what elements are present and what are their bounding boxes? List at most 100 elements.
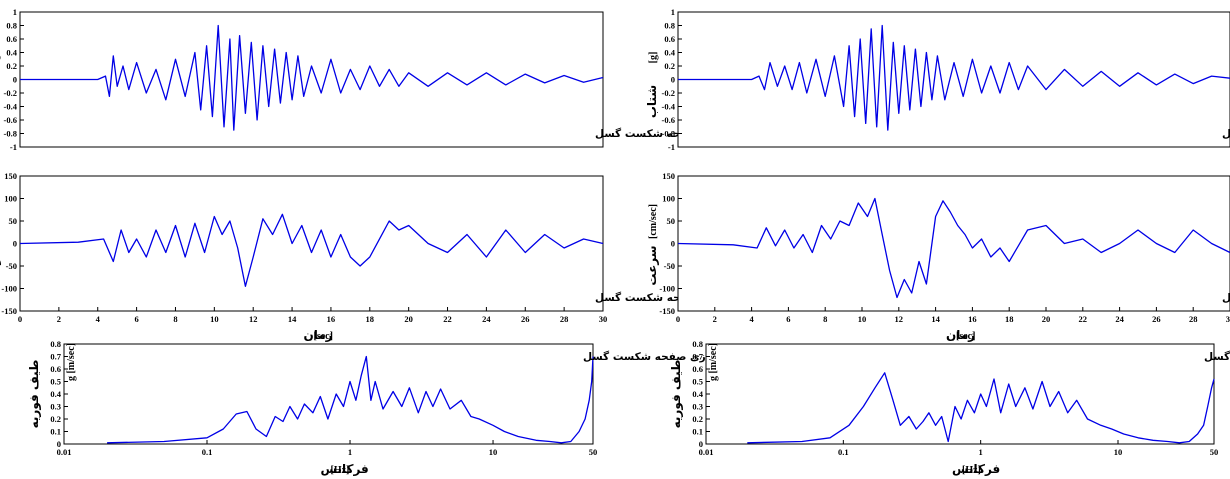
plot-frame bbox=[63, 343, 594, 445]
x-axis-unit: [Hz] bbox=[962, 465, 981, 476]
chart-fourier-left: 0.80.70.60.50.40.30.20.100.01 0.1 1 10 50مؤل… bbox=[27, 339, 757, 476]
y-tick-label: 0 bbox=[671, 75, 675, 85]
x-tick-label: 2 bbox=[57, 314, 61, 324]
y-tick-label: -1 bbox=[668, 142, 675, 152]
x-tick-label: 26 bbox=[1152, 314, 1161, 324]
x-tick-label: 12 bbox=[249, 314, 258, 324]
y-tick-label: -150 bbox=[1, 306, 17, 316]
x-tick-label: 24 bbox=[1115, 314, 1124, 324]
y-tick-label: 0.2 bbox=[692, 414, 703, 424]
y-tick-label: 0.5 bbox=[692, 377, 703, 387]
plot-frame bbox=[705, 343, 1215, 445]
x-tick-label: 4 bbox=[96, 314, 101, 324]
x-tick-label: 28 bbox=[560, 314, 569, 324]
plot-frame bbox=[19, 175, 604, 312]
y-axis-unit: [cm/sec] bbox=[0, 204, 1, 239]
x-tick-label: 0.01 bbox=[699, 447, 714, 457]
y-tick-label: 0.8 bbox=[50, 339, 61, 349]
y-tick-label: 100 bbox=[4, 194, 17, 204]
y-tick-label: -100 bbox=[1, 284, 17, 294]
x-tick-label: 28 bbox=[1189, 314, 1198, 324]
x-tick-label: 30 bbox=[1226, 314, 1230, 324]
y-tick-label: 0.7 bbox=[50, 352, 61, 362]
x-tick-label: 0 bbox=[18, 314, 22, 324]
x-axis-unit: [sec] bbox=[314, 331, 333, 342]
x-tick-label: 50 bbox=[589, 447, 598, 457]
plot-frame bbox=[19, 11, 604, 148]
y-axis-label: سرعت bbox=[645, 245, 659, 285]
y-tick-label: 0.3 bbox=[692, 402, 703, 412]
x-tick-label: 24 bbox=[482, 314, 491, 324]
series-line-acc-left bbox=[20, 24, 604, 131]
series-line-vel-left bbox=[19, 213, 604, 287]
y-tick-label: 0 bbox=[671, 239, 675, 249]
x-tick-label: 1 bbox=[979, 447, 983, 457]
x-tick-label: 20 bbox=[404, 314, 413, 324]
y-tick-label: 0 bbox=[699, 439, 703, 449]
x-tick-label: 26 bbox=[521, 314, 530, 324]
chart-annotation: مؤلفه عمود بر صفحه شکست گسل bbox=[1204, 350, 1230, 363]
y-tick-label: -1 bbox=[10, 142, 17, 152]
y-tick-label: 0.4 bbox=[692, 389, 703, 399]
x-tick-label: 0 bbox=[676, 314, 680, 324]
chart-annotation: مؤلفه عمود بر صفحه شکست گسل bbox=[1222, 127, 1230, 140]
x-tick-label: 10 bbox=[210, 314, 219, 324]
x-tick-label: 10 bbox=[1114, 447, 1123, 457]
y-tick-label: -0.4 bbox=[4, 102, 18, 112]
x-tick-label: 14 bbox=[288, 314, 297, 324]
chart-acc-left: 10.80.60.40.20-0.2-0.4-0.6-0.8-1مؤلفه مو… bbox=[0, 7, 769, 152]
x-tick-label: 0.01 bbox=[57, 447, 72, 457]
x-axis-unit: [sec] bbox=[956, 331, 975, 342]
series-line-fourier-right bbox=[747, 372, 1215, 444]
x-tick-label: 22 bbox=[443, 314, 452, 324]
y-tick-label: 1 bbox=[13, 7, 17, 17]
y-tick-label: 0.8 bbox=[692, 339, 703, 349]
x-tick-label: 20 bbox=[1042, 314, 1051, 324]
x-tick-label: 0.1 bbox=[202, 447, 213, 457]
y-tick-label: -50 bbox=[664, 261, 675, 271]
x-tick-label: 10 bbox=[858, 314, 867, 324]
y-tick-label: 50 bbox=[667, 216, 676, 226]
y-tick-label: 0.8 bbox=[664, 21, 675, 31]
x-tick-label: 1 bbox=[348, 447, 352, 457]
y-axis-unit: [g] bbox=[0, 52, 1, 64]
y-tick-label: 0.6 bbox=[6, 34, 17, 44]
x-axis-unit: [Hz] bbox=[331, 465, 350, 476]
y-tick-label: 1 bbox=[671, 7, 675, 17]
y-tick-label: 0.3 bbox=[50, 402, 61, 412]
series-line-acc-right bbox=[678, 24, 1230, 131]
y-tick-label: 50 bbox=[9, 216, 18, 226]
x-tick-label: 0.1 bbox=[838, 447, 849, 457]
y-tick-label: 0.6 bbox=[50, 364, 61, 374]
y-tick-label: -0.2 bbox=[4, 88, 17, 98]
x-tick-label: 14 bbox=[931, 314, 940, 324]
y-tick-label: 150 bbox=[4, 171, 17, 181]
x-tick-label: 2 bbox=[713, 314, 717, 324]
chart-fourier-right: 0.8 0.7 0.6 0.5 0.4 0.3 0.2 0.1 00.01 0.1 1 10 50 مؤل… bbox=[669, 339, 1230, 476]
y-tick-label: 0.5 bbox=[50, 377, 61, 387]
x-axis-label: زمان bbox=[946, 328, 975, 342]
x-axis-label: فرکانس bbox=[321, 462, 369, 476]
x-tick-label: 22 bbox=[1079, 314, 1088, 324]
y-tick-label: 0.1 bbox=[692, 427, 703, 437]
x-tick-label: 8 bbox=[173, 314, 177, 324]
y-axis-label: سرعت bbox=[0, 245, 1, 285]
plot-frame bbox=[677, 11, 1230, 148]
y-tick-label: -150 bbox=[659, 306, 675, 316]
series-line-vel-right bbox=[677, 197, 1230, 299]
y-tick-label: 0.1 bbox=[50, 427, 61, 437]
y-axis-unit: [cm/sec] bbox=[648, 204, 659, 239]
x-tick-label: 6 bbox=[134, 314, 138, 324]
y-tick-label: 0 bbox=[13, 75, 17, 85]
y-axis-label: شتاب bbox=[0, 85, 1, 118]
y-tick-label: -0.8 bbox=[662, 129, 675, 139]
y-tick-label: -0.4 bbox=[662, 102, 676, 112]
y-tick-label: -0.8 bbox=[4, 129, 17, 139]
x-tick-label: 10 bbox=[489, 447, 498, 457]
x-axis-label: زمان bbox=[304, 328, 333, 342]
y-tick-label: 0.2 bbox=[6, 61, 17, 71]
y-tick-label: 0.4 bbox=[664, 48, 675, 58]
